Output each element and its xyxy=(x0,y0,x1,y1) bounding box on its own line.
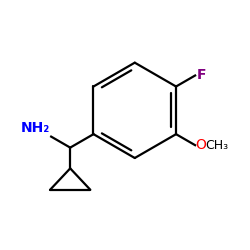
Text: NH₂: NH₂ xyxy=(21,122,50,136)
Text: F: F xyxy=(196,68,206,82)
Text: O: O xyxy=(195,138,206,152)
Text: CH₃: CH₃ xyxy=(206,139,229,152)
